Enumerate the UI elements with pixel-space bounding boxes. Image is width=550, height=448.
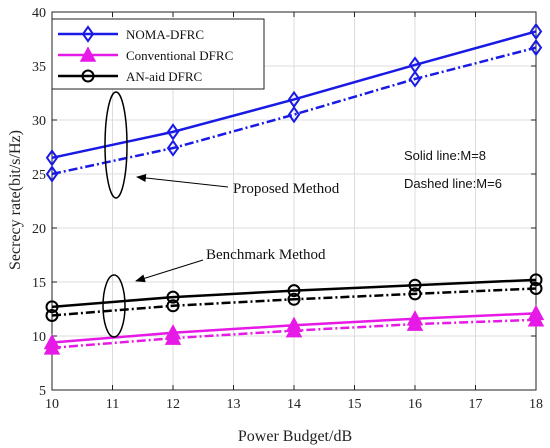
series-markers	[43, 22, 545, 355]
data-point-diamond	[166, 139, 180, 157]
y-axis-label: Secrecy rate(bit/s/Hz)	[7, 130, 24, 270]
x-tick-label: 15	[348, 397, 362, 412]
note-solid-line: Solid line:M=8	[404, 148, 486, 163]
x-tick-label: 10	[45, 397, 59, 412]
x-tick-label: 17	[469, 397, 483, 412]
data-point-triangle	[285, 322, 303, 338]
y-tick-label: 5	[39, 384, 46, 399]
legend-marker-conventional	[79, 46, 97, 62]
benchmark-ellipse	[102, 274, 126, 338]
data-point-circle	[166, 290, 180, 304]
data-point-circle	[408, 287, 422, 301]
data-point-circle	[166, 299, 180, 313]
data-point-triangle	[43, 339, 61, 355]
data-point-diamond	[529, 38, 543, 57]
data-point-circle	[287, 284, 301, 298]
annotation-benchmark: Benchmark Method	[206, 247, 326, 263]
legend-marker-an-aid	[81, 69, 95, 83]
legend-marker-noma	[81, 25, 95, 43]
y-tick-label: 10	[32, 330, 46, 345]
x-axis-label: Power Budget/dB	[238, 428, 352, 445]
y-tick-label: 15	[32, 276, 46, 291]
proposed-arrow	[136, 174, 229, 188]
y-tick-label: 40	[32, 6, 46, 21]
x-tick-label: 11	[106, 397, 119, 412]
x-tick-label: 18	[529, 397, 543, 412]
series-line-3	[51, 287, 537, 317]
data-point-triangle	[406, 315, 424, 331]
data-point-circle	[45, 300, 59, 314]
annotation-proposed: Proposed Method	[233, 181, 340, 197]
x-tick-label: 16	[408, 397, 422, 412]
y-tick-label: 30	[32, 114, 46, 129]
data-point-triangle	[164, 329, 182, 345]
data-point-triangle	[527, 311, 545, 327]
legend: NOMA-DFRC Conventional DFRC AN-aid DFRC	[51, 18, 265, 90]
legend-label-conventional: Conventional DFRC	[126, 48, 233, 63]
data-point-circle	[529, 273, 543, 287]
data-point-diamond	[529, 22, 543, 41]
data-point-circle	[408, 278, 422, 292]
y-tick-label: 35	[32, 60, 46, 75]
y-tick-label: 20	[32, 222, 46, 237]
y-tick-label: 25	[32, 168, 46, 183]
proposed-ellipse	[104, 91, 128, 199]
legend-label-noma: NOMA-DFRC	[126, 27, 204, 42]
data-point-circle	[529, 281, 543, 295]
data-point-diamond	[408, 70, 422, 88]
data-point-diamond	[45, 165, 59, 183]
x-tick-label: 12	[166, 397, 180, 412]
legend-label-an-aid: AN-aid DFRC	[126, 69, 202, 84]
data-point-circle	[45, 308, 59, 322]
series-line-0	[51, 30, 537, 160]
data-point-diamond	[45, 149, 59, 167]
series-line-2	[51, 278, 537, 309]
x-tick-label: 14	[287, 397, 301, 412]
data-point-diamond	[287, 105, 301, 124]
benchmark-arrow	[135, 259, 204, 283]
data-point-circle	[287, 292, 301, 306]
x-tick-label: 13	[227, 397, 241, 412]
data-point-diamond	[166, 123, 180, 141]
note-dashed-line: Dashed line:M=6	[404, 176, 502, 191]
